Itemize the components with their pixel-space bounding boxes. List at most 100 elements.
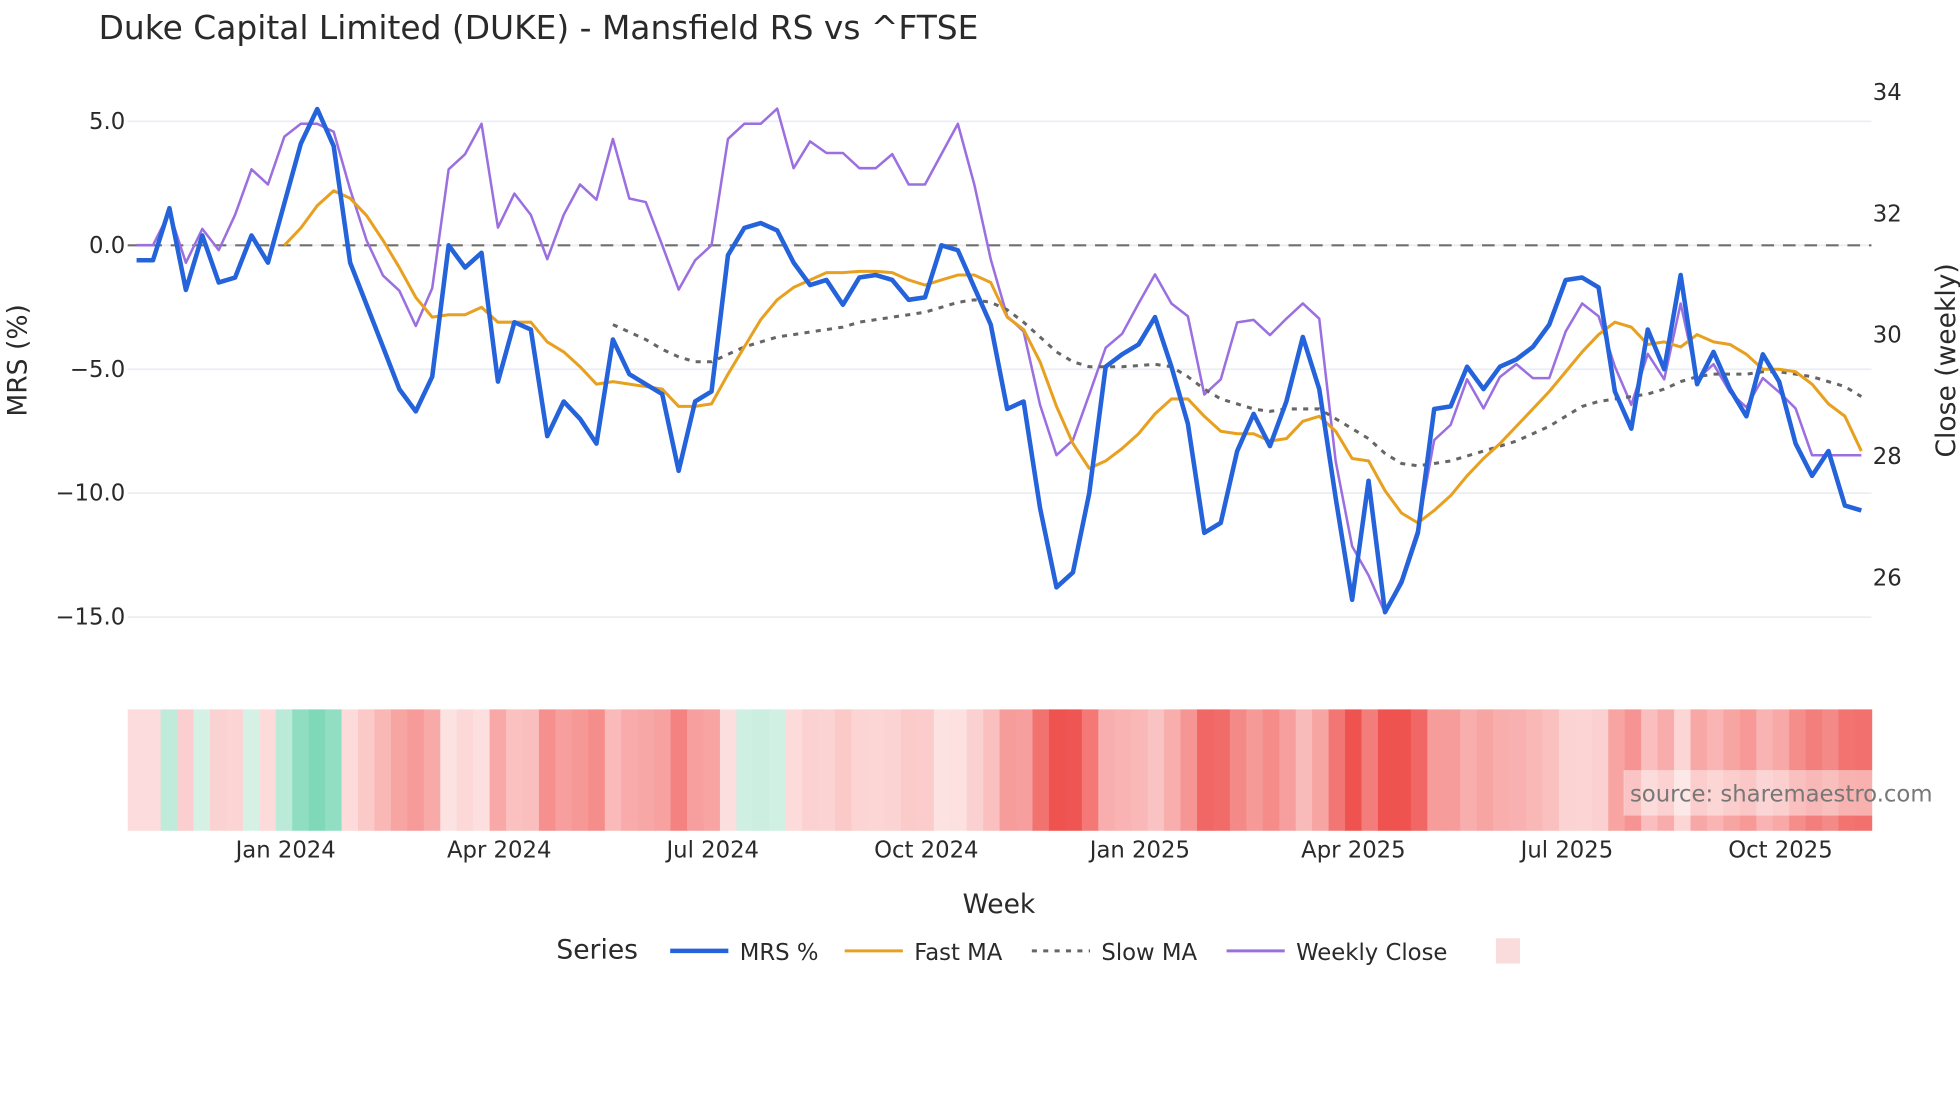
heatmap-cell — [1739, 709, 1758, 831]
heatmap-cell — [1838, 709, 1856, 831]
legend-label: Fast MA — [914, 940, 1003, 966]
heatmap-cell — [950, 709, 968, 831]
heatmap-cell — [867, 709, 886, 831]
heatmap-cell — [1196, 709, 1215, 831]
heatmap-cell — [1591, 709, 1610, 831]
heatmap-cell — [1443, 709, 1461, 831]
heatmap-cell — [621, 709, 639, 831]
heatmap-cell — [1114, 709, 1132, 831]
y-axis-right-ticks: 34 32 30 28 26 — [1873, 80, 1902, 592]
heatmap-cell — [555, 709, 573, 831]
heatmap-cell — [1427, 709, 1445, 831]
heatmap-cell — [588, 709, 606, 831]
y2-tick-label: 32 — [1873, 201, 1902, 227]
heatmap-cell — [884, 709, 902, 831]
y-axis-title: MRS (%) — [3, 304, 34, 417]
heatmap-cell — [456, 709, 474, 831]
heatmap-cell — [1213, 709, 1231, 831]
heatmap-cell — [1509, 709, 1527, 831]
heatmap-cell — [1262, 709, 1281, 831]
heatmap-cell — [1246, 709, 1264, 831]
heatmap-cell — [127, 709, 145, 831]
series-line-slow-ma — [612, 298, 1863, 468]
heatmap-cell — [1690, 709, 1708, 831]
heatmap-cell — [1377, 709, 1396, 831]
heatmap-cell — [604, 709, 622, 831]
heatmap-cell — [1526, 709, 1544, 831]
heatmap-cell — [506, 709, 524, 831]
heatmap-cell — [423, 709, 442, 831]
x-axis-ticks: Jan 2024 Apr 2024 Jul 2024 Oct 2024 Jan 2025… — [234, 837, 1833, 863]
heatmap-cell — [1081, 709, 1100, 831]
heatmap-cell — [308, 709, 326, 831]
y2-tick-label: 28 — [1873, 444, 1902, 470]
heatmap-cell — [1460, 709, 1478, 831]
chart-title: Duke Capital Limited (DUKE) - Mansfield … — [99, 8, 979, 47]
source-note: source: sharemaestro.com — [1630, 782, 1933, 808]
heatmap-cell — [1361, 709, 1379, 831]
heatmap-cell — [1674, 709, 1692, 831]
heatmap-cell — [522, 709, 540, 831]
heatmap-cell — [670, 709, 688, 831]
heatmap-cell — [966, 709, 984, 831]
x-tick-label: Apr 2024 — [447, 837, 552, 863]
heatmap-cell — [1855, 709, 1873, 831]
heatmap-cell — [917, 709, 935, 831]
heatmap-cell — [144, 709, 162, 831]
heatmap-cell — [802, 709, 820, 831]
heatmap-cell — [1493, 709, 1511, 831]
series-line-mrs — [136, 106, 1862, 615]
heatmap-cell — [719, 709, 738, 831]
heatmap-cell — [1279, 709, 1297, 831]
heatmap-cell — [1016, 709, 1034, 831]
heatmap-cell — [851, 709, 869, 831]
heatmap-cell — [785, 709, 803, 831]
heatmap-cell — [769, 709, 787, 831]
heatmap-cell — [1789, 709, 1807, 831]
heatmap-cell — [1147, 709, 1165, 831]
heatmap-cell — [1295, 709, 1313, 831]
heatmap-cell — [1229, 709, 1248, 831]
heatmap-cell — [292, 709, 310, 831]
heatmap-cell — [1657, 709, 1675, 831]
heatmap-cell — [752, 709, 771, 831]
heatmap-cell — [1542, 709, 1560, 831]
heatmap-cell — [900, 709, 919, 831]
heatmap-cell — [1558, 709, 1577, 831]
y2-tick-label: 30 — [1873, 323, 1902, 349]
heatmap-cell — [687, 709, 705, 831]
heatmap-cell — [1624, 709, 1642, 831]
heatmap-cell — [473, 709, 491, 831]
heatmap-cell — [209, 709, 228, 831]
y2-tick-label: 26 — [1873, 565, 1902, 591]
heatmap-cell — [242, 709, 261, 831]
legend-swatch-heatmap — [1495, 938, 1520, 964]
heatmap-cell — [160, 709, 178, 831]
heatmap-cell — [1641, 709, 1659, 831]
heatmap-cell — [1131, 709, 1149, 831]
y2-axis-title: Close (weekly) — [1931, 263, 1960, 457]
y-tick-label: 5.0 — [89, 109, 125, 135]
heatmap-cell — [193, 709, 211, 831]
heatmap-cell — [1410, 709, 1429, 831]
heatmap-cell — [177, 709, 195, 831]
heatmap-cell — [637, 709, 655, 831]
heatmap-cell — [341, 709, 359, 831]
heatmap-cell — [1805, 709, 1823, 831]
heatmap-cell — [1345, 709, 1363, 831]
legend-label: Slow MA — [1101, 940, 1197, 966]
heatmap-cell — [1065, 709, 1083, 831]
x-tick-label: Jan 2024 — [234, 837, 336, 863]
x-tick-label: Apr 2025 — [1301, 837, 1406, 863]
heatmap-cell — [390, 709, 409, 831]
heatmap-cell — [538, 709, 557, 831]
heatmap-cell — [933, 709, 951, 831]
x-axis-title: Week — [963, 889, 1036, 920]
legend-label: Weekly Close — [1296, 940, 1447, 966]
heatmap-cell — [407, 709, 425, 831]
heatmap-cell — [1328, 709, 1346, 831]
y-tick-label: 0.0 — [89, 233, 125, 259]
heatmap-cell — [374, 709, 392, 831]
